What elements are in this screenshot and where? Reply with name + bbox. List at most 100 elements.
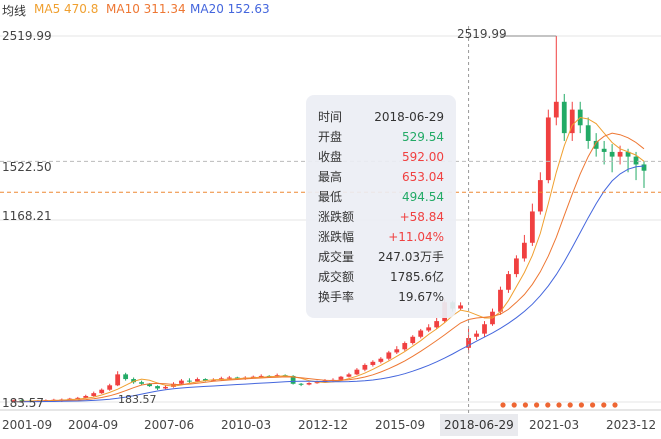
legend-ma5: MA5 470.8 xyxy=(34,2,99,16)
x-tick-2001-09: 2001-09 xyxy=(2,418,53,432)
tooltip-row: 成交量 247.03万手 xyxy=(318,247,444,267)
y-tick-top: 2519.99 xyxy=(2,29,52,43)
candle-body xyxy=(258,375,264,377)
tooltip-label: 时间 xyxy=(318,110,343,124)
y-tick-crosshair: 1522.50 xyxy=(2,160,52,174)
candle-body xyxy=(139,382,144,384)
ma-line-ma20 xyxy=(14,165,645,403)
x-tick-2007-06: 2007-06 xyxy=(144,418,195,432)
tooltip-value: 494.54 xyxy=(402,190,444,204)
candle-body xyxy=(498,289,503,312)
candle-body xyxy=(418,330,424,337)
candle-body xyxy=(561,101,567,134)
candle-body xyxy=(529,211,535,243)
tooltip-value: +58.84 xyxy=(399,210,444,224)
candle-body xyxy=(362,364,368,370)
ma-line-ma10 xyxy=(13,132,645,403)
candle-body xyxy=(545,117,551,181)
volume-dot xyxy=(556,402,562,408)
candle-body xyxy=(434,321,440,328)
candle-body xyxy=(354,369,360,375)
x-crosshair-label: 2018-06-29 xyxy=(440,414,518,436)
candle-body xyxy=(83,395,89,398)
tooltip-label: 涨跌额 xyxy=(318,210,355,224)
tooltip-row: 换手率 19.67% xyxy=(318,287,444,307)
candle-body xyxy=(171,383,176,387)
tooltip-value: 19.67% xyxy=(398,290,444,304)
tooltip-label: 开盘 xyxy=(318,130,343,144)
tooltip-row: 涨跌额 +58.84 xyxy=(318,207,444,227)
y-tick-bottom: 183.57 xyxy=(2,396,44,410)
max-price-label: 2519.99 xyxy=(457,27,507,41)
tooltip-label: 最低 xyxy=(318,190,343,204)
tooltip-label: 涨跌幅 xyxy=(318,230,355,244)
candle-body xyxy=(91,393,97,396)
tooltip-row: 成交额 1785.6亿 xyxy=(318,267,444,287)
tooltip-value: 592.00 xyxy=(402,150,444,164)
candle-body xyxy=(298,383,304,385)
candle-body xyxy=(187,380,192,382)
volume-dot xyxy=(522,402,529,408)
candle-body xyxy=(474,333,479,337)
volume-dot xyxy=(511,402,517,408)
volume-dot xyxy=(578,402,585,408)
candle-body xyxy=(426,327,432,331)
candle-body xyxy=(131,379,137,383)
tooltip-row: 最高 653.04 xyxy=(318,167,444,187)
candle-body xyxy=(179,380,184,384)
volume-dot xyxy=(500,402,506,408)
tooltip-row: 收盘 592.00 xyxy=(318,147,444,167)
tooltip-row: 开盘 529.54 xyxy=(318,127,444,147)
x-tick-2004-09: 2004-09 xyxy=(68,418,119,432)
candle-body xyxy=(147,383,152,387)
candle-body xyxy=(115,374,121,386)
candle-body xyxy=(514,258,519,275)
candle-body xyxy=(625,151,631,157)
candle-body xyxy=(482,324,487,334)
candle-body xyxy=(314,382,320,384)
candle-body xyxy=(338,376,344,380)
x-tick-2010-03: 2010-03 xyxy=(221,418,272,432)
min-price-label: 183.57 xyxy=(118,393,157,406)
legend-ma10: MA10 311.34 xyxy=(106,2,186,16)
candle-body xyxy=(410,336,416,344)
candle-body xyxy=(633,156,639,165)
candle-body xyxy=(202,379,208,381)
x-tick-2021-03: 2021-03 xyxy=(529,418,580,432)
candle-body xyxy=(537,180,543,212)
volume-dot xyxy=(590,402,596,408)
tooltip-value: 247.03万手 xyxy=(378,250,444,264)
candle-body xyxy=(506,274,511,290)
tooltip-value: 2018-06-29 xyxy=(374,110,444,124)
y-tick-mid: 1168.21 xyxy=(2,209,52,223)
tooltip-label: 成交量 xyxy=(318,250,355,264)
candle-body xyxy=(123,374,129,380)
tooltip-row: 涨跌幅 +11.04% xyxy=(318,227,444,247)
candle-body xyxy=(155,386,160,389)
candle-body xyxy=(593,140,599,149)
legend-title: 均线 xyxy=(2,4,27,18)
candle-body xyxy=(107,385,113,390)
x-tick-2015-09: 2015-09 xyxy=(375,418,426,432)
candle-body xyxy=(11,400,17,402)
tooltip-value: +11.04% xyxy=(388,230,444,244)
tooltip-label: 收盘 xyxy=(318,150,343,164)
x-tick-2012-12: 2012-12 xyxy=(298,418,349,432)
candle-body xyxy=(617,151,623,157)
tooltip-row: 最低 494.54 xyxy=(318,187,444,207)
tooltip-value: 653.04 xyxy=(402,170,444,184)
tooltip-label: 换手率 xyxy=(318,290,355,304)
tooltip-label: 最高 xyxy=(318,170,343,184)
candle-body xyxy=(641,164,647,171)
candle-body xyxy=(458,305,463,309)
volume-dot xyxy=(612,402,618,408)
candle-body xyxy=(19,400,25,402)
data-tooltip: 时间 2018-06-29 开盘 529.54 收盘 592.00 最高 653.04 … xyxy=(306,95,456,318)
candle-body xyxy=(163,386,168,389)
candle-body xyxy=(569,109,575,134)
candle-body xyxy=(386,352,392,359)
candle-body xyxy=(290,375,296,384)
ma-line-ma5 xyxy=(13,116,645,403)
candle-body xyxy=(609,151,615,157)
candle-body xyxy=(75,397,81,399)
